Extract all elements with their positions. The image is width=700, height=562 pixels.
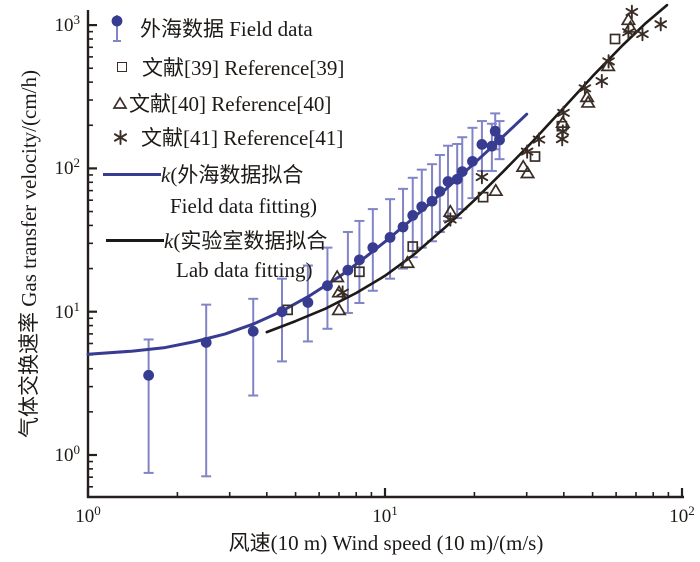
- y-tick-label: 102: [54, 155, 81, 180]
- field-data-point: [416, 201, 428, 213]
- legend-label-lab-fit: k(实验室数据拟合: [164, 225, 327, 255]
- open-square-icon: [117, 62, 127, 72]
- ref39-point: [407, 241, 419, 252]
- ref40-point: [580, 94, 596, 108]
- ref41-point: [622, 25, 635, 40]
- ref40-point: [519, 165, 536, 179]
- field-data-point: [489, 125, 501, 137]
- ref41-point: [557, 105, 570, 121]
- legend-label-field-fit-en: Field data fitting): [170, 193, 317, 218]
- legend-label-ref41: 文献[41] Reference[41]: [141, 126, 344, 150]
- ref41-point: [556, 124, 570, 139]
- ref41-point: [578, 81, 592, 96]
- legend-item-field-fit-line2: Field data fitting): [170, 192, 317, 220]
- legend-item-field-data: 外海数据 Field data: [106, 14, 313, 42]
- ref41-point: [595, 73, 609, 89]
- field-data-point: [384, 231, 396, 243]
- ref39-point: [529, 151, 541, 162]
- y-tick-label: 101: [54, 298, 81, 323]
- legend-k-italic-lab: k: [164, 229, 174, 253]
- legend-k-italic: k: [161, 163, 171, 187]
- field-data-point: [451, 173, 463, 185]
- lab-fit-curve: [265, 3, 669, 334]
- legend-label-ref39: 文献[39] Reference[39]: [142, 56, 345, 80]
- x-axis-title: 风速(10 m) Wind speed (10 m)/(m/s): [228, 531, 544, 555]
- field-data-point: [302, 297, 314, 308]
- field-data-point: [354, 254, 365, 266]
- ref41-point: [532, 132, 546, 147]
- x-tick-label: 100: [75, 503, 101, 527]
- x-tick-label: 102: [669, 503, 695, 527]
- legend-label-field-fit: k(外海数据拟合: [161, 159, 303, 189]
- field-data-point: [486, 140, 498, 152]
- ref39-point: [609, 33, 621, 45]
- field-data-point: [276, 306, 288, 318]
- field-data-point: [494, 134, 505, 146]
- legend-label-lab-fit-en: Lab data fitting): [176, 257, 313, 282]
- ref41-point: [444, 212, 457, 227]
- legend-label-field-fit-cjk: (外海数据拟合: [170, 163, 304, 187]
- field-data-point: [397, 221, 409, 233]
- x-tick-label: 101: [372, 503, 398, 527]
- y-tick-label: 100: [54, 442, 81, 466]
- ref41-point: [336, 285, 349, 300]
- field-data-point: [247, 325, 259, 337]
- legend-item-lab-fit-line2: Lab data fitting): [176, 256, 312, 284]
- ref41-point: [475, 169, 489, 185]
- ref41-point: [636, 26, 649, 42]
- field-data-point: [143, 369, 155, 381]
- open-triangle-icon: [111, 95, 129, 111]
- field-data-point: [456, 166, 468, 177]
- legend-item-ref41: 文献[41] Reference[41]: [112, 123, 343, 151]
- ref39-point: [354, 266, 365, 278]
- legend-item-lab-fit: k(实验室数据拟合: [106, 226, 327, 254]
- ref40-point: [579, 89, 595, 103]
- field-data-point: [322, 280, 333, 292]
- field-data-point: [407, 209, 419, 221]
- ref41-point: [602, 54, 615, 69]
- ref40-point: [329, 269, 345, 283]
- ref41-point: [625, 4, 639, 20]
- legend-item-ref39: 文献[39] Reference[39]: [114, 53, 344, 81]
- blue-fit-line-icon: [103, 172, 161, 176]
- ref41-point: [520, 144, 534, 159]
- legend-item-ref40: 文献[40] Reference[40]: [111, 89, 331, 117]
- legend-label-field-data: 外海数据 Field data: [140, 17, 313, 41]
- ref40-point: [488, 183, 504, 197]
- legend-item-field-fit: k(外海数据拟合: [103, 160, 303, 188]
- field-data-point: [467, 155, 478, 167]
- y-tick-label: 103: [54, 12, 81, 37]
- ref40-point: [399, 255, 416, 269]
- ref40-point: [515, 159, 531, 173]
- ref40-point: [600, 58, 616, 72]
- field-data-point: [434, 186, 446, 197]
- legend-label-lab-fit-cjk: (实验室数据拟合: [173, 229, 328, 253]
- y-axis-title: 气体交换速率 Gas transfer velocity/(cm/h): [17, 70, 41, 438]
- field-data-errorbar-marker-icon: [106, 10, 128, 46]
- field-data-point: [342, 264, 354, 276]
- asterisk-icon: [112, 129, 129, 146]
- field-data-point: [426, 195, 438, 207]
- field-data-point: [367, 242, 379, 254]
- field-data-point: [476, 139, 488, 150]
- ref41-point: [654, 17, 668, 32]
- ref40-point: [331, 302, 347, 316]
- legend-label-ref40: 文献[40] Reference[40]: [129, 92, 332, 116]
- field-data-point: [200, 337, 212, 348]
- black-fit-line-icon: [106, 238, 164, 242]
- ref39-point: [477, 191, 489, 203]
- field-data-point: [442, 176, 454, 187]
